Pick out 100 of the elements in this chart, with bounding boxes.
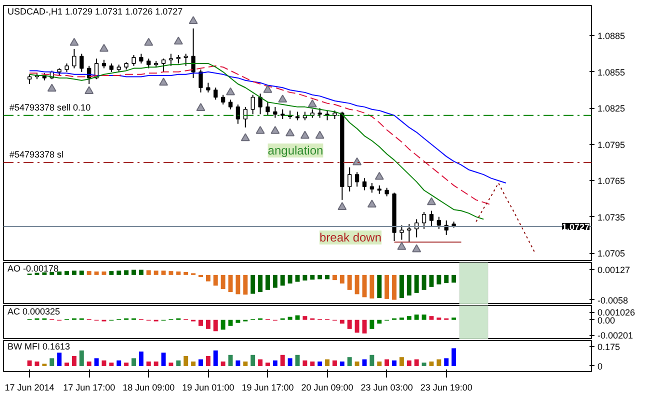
candlestick [80, 53, 84, 72]
y-tick-label: 1.0885 [598, 31, 626, 42]
point [84, 86, 94, 94]
bar [332, 360, 337, 366]
bar [34, 362, 40, 366]
bar [57, 352, 62, 366]
bar [184, 356, 188, 366]
bar [191, 362, 196, 366]
bar [206, 356, 210, 366]
chart-title: USDCAD-,H1 1.0729 1.0731 1.0726 1.0727 [8, 6, 183, 16]
point [367, 200, 376, 208]
point [159, 78, 168, 86]
candlestick [258, 93, 262, 115]
y-tick-label: 0.00127 [598, 264, 630, 275]
y-tick-label: -0.00201 [598, 330, 634, 341]
candlestick [198, 69, 203, 93]
candlestick [436, 216, 441, 230]
point [374, 172, 384, 180]
bar [124, 362, 129, 366]
candlestick [318, 108, 322, 118]
bar [444, 358, 449, 366]
bar [377, 362, 382, 366]
bar [318, 362, 322, 366]
bar [436, 359, 442, 366]
candlestick [214, 87, 218, 100]
annotation: break down [319, 230, 382, 244]
bar [132, 358, 136, 366]
candlestick [206, 82, 210, 93]
bar [161, 352, 166, 366]
bar [176, 360, 181, 366]
candlestick [429, 210, 434, 227]
bar [243, 362, 248, 366]
point [240, 133, 250, 142]
bar [310, 362, 315, 366]
point [99, 44, 108, 52]
y-tick-label: 1.0765 [598, 176, 626, 186]
y-tick-label: 0.175 [598, 342, 620, 352]
candlestick [400, 224, 404, 240]
candlestick [146, 58, 151, 69]
y-tick-label: -0.0058 [598, 295, 628, 306]
candlestick [228, 99, 233, 110]
bar [86, 362, 92, 366]
ref-line-label: 1.0727 [562, 222, 590, 232]
chart-title: AC 0.000325 [8, 306, 60, 316]
candlestick [370, 182, 374, 194]
bar [102, 360, 106, 366]
y-tick-label: 1.0705 [598, 248, 626, 259]
bar [422, 362, 426, 366]
bar [236, 360, 240, 366]
point [270, 126, 280, 134]
bar [302, 360, 308, 366]
bar [27, 360, 32, 366]
point [412, 244, 422, 252]
point [352, 157, 362, 166]
chart-title: BW MFI 0.1613 [8, 342, 70, 352]
bar [340, 362, 344, 366]
chart-title: AO -0.00178 [8, 264, 59, 274]
x-tick-label: 23 Jun 19:00 [420, 382, 472, 392]
bar [109, 362, 114, 366]
point [300, 130, 310, 139]
y-tick-label: 1.0795 [598, 140, 626, 150]
y-tick-label: 0.001026 [598, 308, 636, 318]
bar [50, 358, 54, 366]
ref-line-label: #54793378 sell 0.10 [10, 102, 91, 112]
x-tick-label: 19 Jun 01:00 [182, 382, 234, 392]
point [278, 94, 288, 102]
x-tick-label: 18 Jun 09:00 [122, 382, 175, 392]
point [144, 38, 154, 46]
ref-line-label: #54793378 sl [10, 149, 64, 160]
x-tick-label: 19 Jun 17:00 [242, 382, 294, 392]
bar [280, 354, 285, 366]
candlestick [273, 106, 278, 118]
candlestick [184, 53, 188, 66]
bar [414, 359, 419, 366]
point [308, 99, 317, 108]
point [397, 242, 406, 250]
bar [213, 350, 218, 366]
y-tick-label: 1.0735 [598, 212, 626, 222]
bar [406, 360, 412, 366]
point [426, 197, 436, 206]
candlestick [72, 48, 76, 69]
candlestick [266, 102, 270, 116]
point [226, 87, 236, 96]
point [174, 36, 183, 45]
point [315, 130, 324, 139]
point [338, 202, 347, 210]
point [263, 84, 272, 93]
point [188, 16, 198, 24]
candlestick [407, 224, 412, 243]
candlestick [348, 166, 352, 192]
bar [72, 356, 76, 366]
candlestick [236, 104, 240, 124]
bar [429, 362, 434, 366]
annotation: angulation [268, 144, 324, 158]
bar [198, 359, 203, 366]
bar [258, 359, 263, 366]
y-tick-label: 0 [598, 361, 603, 372]
x-tick-label: 23 Jun 03:00 [360, 382, 413, 392]
bar [168, 362, 174, 366]
y-tick-label: 1.0855 [598, 67, 626, 78]
